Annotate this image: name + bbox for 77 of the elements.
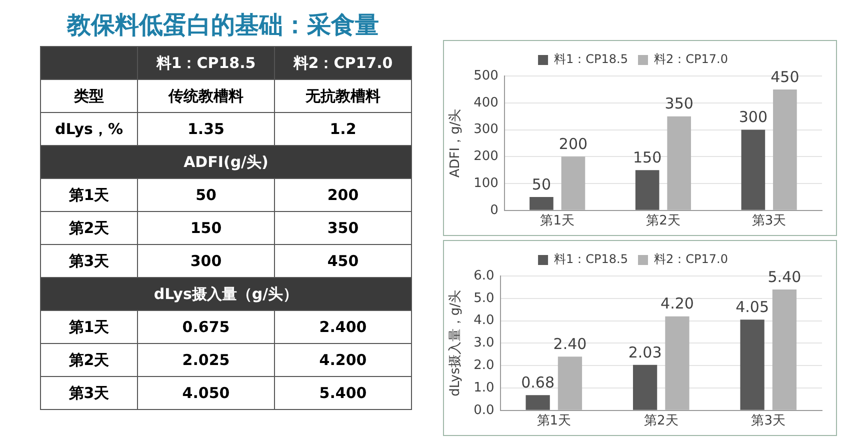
text: 450 xyxy=(327,252,359,270)
x-tick-label: 第2天 xyxy=(646,214,680,229)
data-label: 2.40 xyxy=(553,335,587,354)
text: 无抗教槽料 xyxy=(306,86,380,104)
data-label: 200 xyxy=(558,135,588,154)
text: 300 xyxy=(190,252,222,270)
category-label: 料2：CP17.0 xyxy=(274,46,412,80)
legend-label: 料2：CP17.0 xyxy=(654,252,728,266)
bar xyxy=(773,89,797,210)
text: 200 xyxy=(327,186,359,204)
y-tick-label: 400 xyxy=(474,95,498,110)
bar xyxy=(635,170,660,210)
data-label: 4.20 xyxy=(660,294,694,313)
y-tick-label: 1.0 xyxy=(474,380,494,396)
bar xyxy=(558,356,582,410)
bar xyxy=(665,316,690,410)
legend-label: 料2：CP17.0 xyxy=(654,52,728,66)
y-tick-label: 5.0 xyxy=(474,290,494,306)
bar xyxy=(667,116,691,210)
bar xyxy=(530,196,554,210)
y-tick-label: 0 xyxy=(490,202,498,218)
text: 传统教槽料 xyxy=(168,86,244,104)
category-label: 第1天 xyxy=(68,318,110,336)
data-label: 450 xyxy=(770,68,800,86)
text: 教保料低蛋白的基础：采食量 xyxy=(66,10,380,41)
text: 0.675 xyxy=(182,318,230,336)
category-label: 第3天 xyxy=(68,252,110,270)
bar xyxy=(772,289,797,410)
data-label: 4.05 xyxy=(736,298,769,316)
x-tick-label: 第2天 xyxy=(644,414,678,429)
category-label: 第3天 xyxy=(68,384,110,402)
x-tick-label: 第1天 xyxy=(536,414,572,429)
category-label: 第2天 xyxy=(68,350,110,368)
text: 5.400 xyxy=(319,384,367,402)
y-tick-label: 200 xyxy=(474,149,498,164)
x-tick-label: 第1天 xyxy=(540,214,574,229)
bar xyxy=(741,130,766,210)
category-label: ADFI(g/头) xyxy=(184,152,268,170)
legend-label: 料1：CP18.5 xyxy=(554,52,628,66)
y-axis-title: dLys摄入量，g/头 xyxy=(448,290,464,396)
text: 50 xyxy=(196,186,216,204)
y-tick-label: 6.0 xyxy=(474,268,494,284)
y-tick-label: 2.0 xyxy=(474,358,494,373)
bar xyxy=(561,156,586,210)
x-tick-label: 第3天 xyxy=(751,414,786,429)
text: 1.2 xyxy=(330,120,356,138)
y-tick-label: 0.0 xyxy=(474,402,494,418)
data-label: 350 xyxy=(664,94,694,113)
y-axis-title: ADFI，g/头 xyxy=(448,108,464,178)
y-tick-label: 500 xyxy=(474,68,498,84)
data-label: 2.03 xyxy=(628,343,662,362)
data-label: 0.68 xyxy=(521,374,555,392)
text: 1.35 xyxy=(187,120,224,138)
y-tick-label: 300 xyxy=(474,122,498,138)
category-label: dLys摄入量（g/头） xyxy=(154,284,298,302)
data-label: 50 xyxy=(532,175,552,194)
y-tick-label: 4.0 xyxy=(474,313,494,328)
y-tick-label: 3.0 xyxy=(474,336,494,351)
text: 4.050 xyxy=(182,384,230,402)
text: 150 xyxy=(190,219,222,237)
data-label: 300 xyxy=(738,108,768,126)
category-label: dLys，% xyxy=(54,120,123,138)
text: 2.400 xyxy=(319,318,367,336)
bar xyxy=(740,320,764,410)
legend-label: 料1：CP18.5 xyxy=(554,252,628,266)
bar xyxy=(632,364,658,410)
x-tick-label: 第3天 xyxy=(752,214,786,229)
text: 350 xyxy=(327,219,359,237)
data-label: 5.40 xyxy=(768,268,802,286)
y-tick-label: 100 xyxy=(474,176,498,191)
category-label: 第1天 xyxy=(68,186,110,204)
text: 2.025 xyxy=(182,351,230,369)
text: 4.200 xyxy=(319,351,367,369)
category-label: 料1：CP18.5 xyxy=(138,46,274,80)
bar xyxy=(526,395,550,410)
category-label: 类型 xyxy=(74,86,104,104)
data-label: 150 xyxy=(633,148,662,166)
